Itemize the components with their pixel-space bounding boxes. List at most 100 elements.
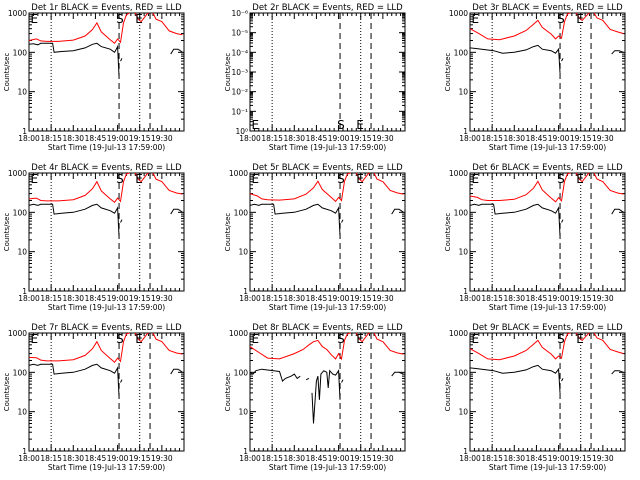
series-line-lld-3 (373, 332, 404, 355)
x-axis-label: Start Time (19-Jul-13 17:59:00) (489, 303, 606, 312)
x-tick-label: 19:15 (350, 134, 372, 143)
x-tick-label: 18:00 (239, 454, 261, 463)
plot-frame (28, 12, 185, 132)
x-tick-label: 19:15 (129, 134, 151, 143)
event-marker-e: E (251, 332, 259, 346)
series-line-events-1 (28, 42, 120, 77)
x-tick-label: 19:30 (372, 134, 394, 143)
plot-frame (469, 12, 626, 132)
event-marker-e: E (251, 172, 259, 186)
y-tick-label: 100 (454, 208, 469, 217)
x-tick-label: 19:30 (592, 454, 614, 463)
event-marker-e: E (576, 332, 584, 346)
event-marker-e: E (135, 12, 143, 26)
event-marker-e: E (576, 172, 584, 186)
chart-panel-3: Det 3r BLACK = Events, RED = LLD 1 10 100 10… (444, 3, 626, 152)
chart-title: Det 8r BLACK = Events, RED = LLD (252, 323, 403, 333)
plot-frame (28, 332, 185, 452)
series-line-events-5 (391, 371, 404, 377)
series-line-lld-2 (575, 172, 590, 183)
series-line-events-2 (120, 379, 123, 383)
y-axis-label: Counts/sec (444, 213, 452, 252)
y-tick-label: 100 (13, 368, 28, 377)
series-line-events-2 (341, 219, 344, 223)
x-tick-label: 19:00 (548, 134, 570, 143)
y-axis-label: Counts/sec (444, 373, 452, 412)
event-marker-e: E (30, 172, 38, 186)
y-tick-label: 10⁻⁴ (231, 48, 248, 57)
chart-panel-8: Det 8r BLACK = Events, RED = LLD 1 10 100 10… (224, 323, 406, 472)
event-marker-e: E (251, 118, 259, 132)
event-marker-s: S (116, 12, 124, 26)
series-line-lld-3 (152, 12, 183, 36)
y-tick-label: 1000 (229, 329, 248, 338)
y-tick-label: 100 (454, 48, 469, 57)
chart-title: Det 3r BLACK = Events, RED = LLD (472, 3, 623, 13)
series-line-events-1 (249, 203, 341, 237)
event-marker-e: E (356, 172, 364, 186)
x-tick-label: 18:00 (18, 294, 40, 303)
x-tick-label: 19:30 (592, 294, 614, 303)
y-tick-label: 1000 (8, 169, 27, 178)
chart-panel-1: Det 1r BLACK = Events, RED = LLD 1 10 100 10… (3, 3, 185, 152)
series-line-lld-3 (152, 172, 183, 195)
x-tick-label: 18:45 (306, 134, 328, 143)
x-tick-label: 19:30 (151, 454, 173, 463)
y-tick-label: 1 (22, 447, 27, 456)
event-marker-s: S (116, 332, 124, 346)
y-tick-label: 10⁻³ (231, 68, 248, 77)
chart-panel-5: Det 5r BLACK = Events, RED = LLD 1 10 100 10… (224, 163, 406, 312)
y-tick-label: 10 (17, 248, 27, 257)
y-axis-label: Counts/sec (3, 373, 11, 412)
series-line-lld-1 (469, 332, 571, 361)
y-tick-label: 10 (17, 408, 27, 417)
chart-title: Det 6r BLACK = Events, RED = LLD (472, 163, 623, 173)
x-tick-label: 18:45 (306, 294, 328, 303)
y-tick-label: 1 (463, 447, 468, 456)
event-marker-e: E (30, 332, 38, 346)
event-marker-s: S (116, 172, 124, 186)
y-tick-label: 1 (463, 127, 468, 136)
chart-title: Det 4r BLACK = Events, RED = LLD (31, 163, 182, 173)
x-tick-label: 18:30 (62, 134, 84, 143)
y-tick-label: 10 (238, 248, 248, 257)
x-axis-label: Start Time (19-Jul-13 17:59:00) (489, 143, 606, 152)
series-line-events-3 (611, 370, 624, 375)
chart-panel-4: Det 4r BLACK = Events, RED = LLD 1 10 100 10… (3, 163, 185, 312)
x-axis-label: Start Time (19-Jul-13 17:59:00) (489, 463, 606, 472)
x-tick-label: 19:15 (570, 454, 592, 463)
series-line-lld-3 (152, 332, 183, 355)
x-axis-label: Start Time (19-Jul-13 17:59:00) (269, 143, 386, 152)
x-tick-label: 18:15 (261, 294, 283, 303)
y-tick-label: 1000 (449, 9, 468, 18)
y-tick-label: 10 (458, 248, 468, 257)
y-tick-label: 100 (454, 368, 469, 377)
x-tick-label: 18:00 (18, 134, 40, 143)
x-tick-label: 19:00 (107, 134, 129, 143)
event-marker-s: S (557, 332, 565, 346)
y-axis-label: Counts/sec (444, 53, 452, 92)
x-tick-label: 18:30 (283, 294, 305, 303)
chart-title: Det 2r BLACK = Events, RED = LLD (252, 3, 403, 13)
x-tick-label: 18:30 (62, 454, 84, 463)
x-tick-label: 18:15 (40, 134, 62, 143)
event-marker-s: S (337, 118, 345, 132)
series-line-events-1 (28, 363, 120, 397)
series-line-lld-1 (28, 172, 130, 204)
x-tick-label: 18:45 (85, 134, 107, 143)
x-tick-label: 18:30 (62, 294, 84, 303)
series-line-events-2 (561, 58, 564, 62)
x-tick-label: 19:30 (592, 134, 614, 143)
y-axis-label: Counts/sec (224, 53, 232, 92)
series-line-events-2 (120, 219, 123, 223)
series-line-events-3 (611, 208, 624, 215)
series-line-events-1 (469, 364, 561, 393)
x-axis-label: Start Time (19-Jul-13 17:59:00) (48, 463, 165, 472)
x-tick-label: 19:15 (350, 294, 372, 303)
y-tick-label: 10⁻² (231, 88, 248, 97)
series-line-events-3 (170, 368, 183, 375)
series-line-events-2 (561, 219, 564, 223)
series-line-lld-2 (355, 172, 370, 183)
chart-title: Det 5r BLACK = Events, RED = LLD (252, 163, 403, 173)
event-marker-e: E (471, 172, 479, 186)
